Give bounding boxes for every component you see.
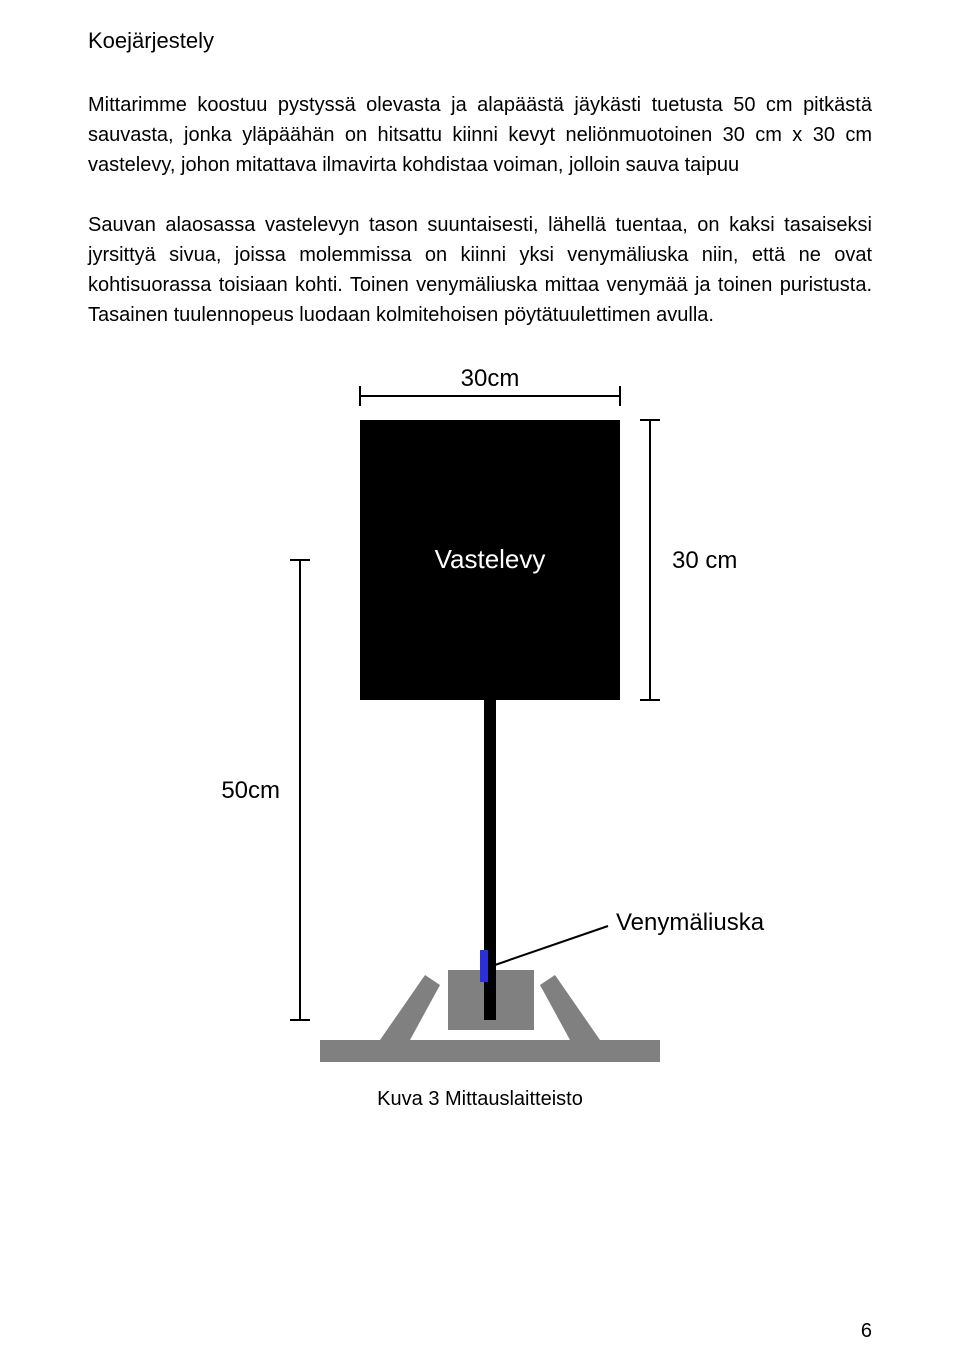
dim-label-right: 30 cm [672,547,737,574]
gauge-leader [492,926,608,966]
mount-leg-right [540,975,600,1040]
paragraph-1: Mittarimme koostuu pystyssä olevasta ja … [88,90,872,180]
paragraph-2: Sauvan alaosassa vastelevyn tason suunta… [88,210,872,330]
figure-caption: Kuva 3 Mittauslaitteisto [88,1088,872,1111]
gauge-label: Venymäliuska [616,909,765,936]
floor-slab [320,1040,660,1062]
body-text: Mittarimme koostuu pystyssä olevasta ja … [88,90,872,330]
apparatus-diagram: 30cm Vastelevy 30 cm 50cm Venymäliuska [88,360,872,1080]
plate-label: Vastelevy [435,544,546,574]
page-number: 6 [861,1320,872,1343]
dim-label-top: 30cm [461,365,520,392]
section-title: Koejärjestely [88,28,872,54]
dim-label-left: 50cm [221,777,280,804]
strain-gauge [480,950,488,982]
mount-leg-left [380,975,440,1040]
